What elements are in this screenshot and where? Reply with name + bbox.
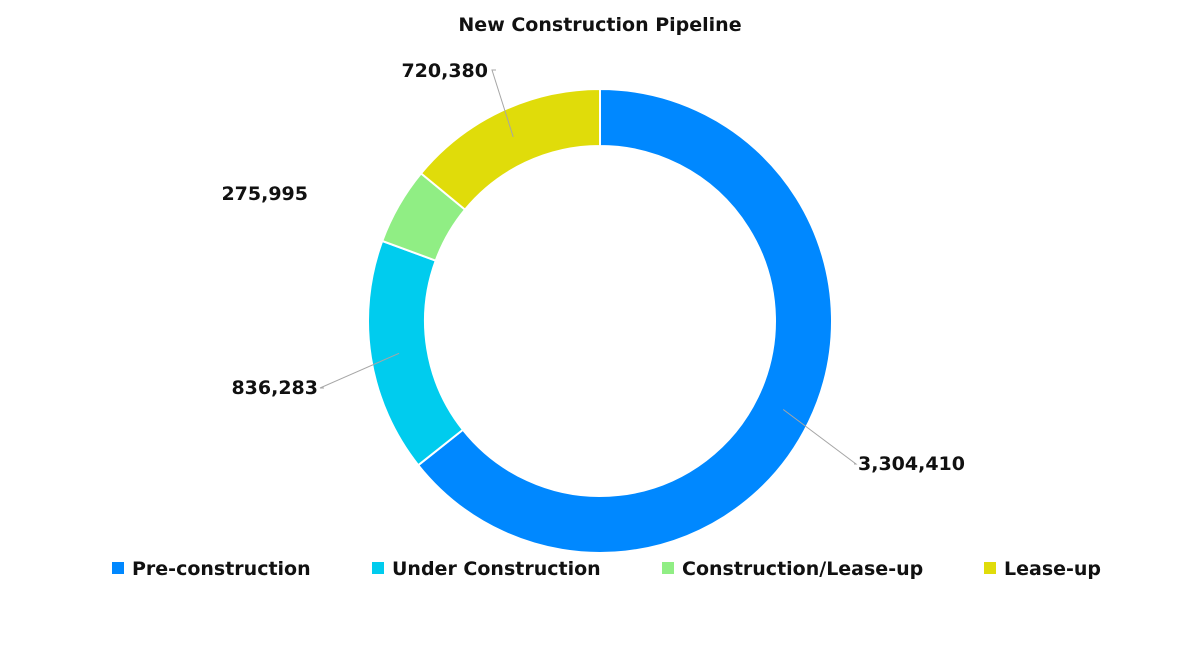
donut-slices bbox=[367, 87, 833, 554]
legend-swatch bbox=[372, 562, 384, 574]
data-labels: 3,304,410 836,283 275,995 720,380 bbox=[221, 60, 965, 475]
data-label: 275,995 bbox=[221, 183, 308, 205]
leader-line bbox=[782, 409, 858, 465]
data-label: 836,283 bbox=[231, 377, 318, 399]
legend-item: Under Construction bbox=[372, 558, 601, 580]
legend-label: Construction/Lease-up bbox=[682, 558, 923, 580]
chart-title: New Construction Pipeline bbox=[458, 14, 741, 36]
leader-line bbox=[319, 352, 400, 389]
legend: Pre-construction Under Construction Constr… bbox=[112, 558, 1101, 580]
legend-swatch bbox=[662, 562, 674, 574]
legend-swatch bbox=[984, 562, 996, 574]
legend-item: Construction/Lease-up bbox=[662, 558, 923, 580]
slice-lease-up bbox=[419, 87, 601, 212]
data-label: 3,304,410 bbox=[858, 453, 965, 475]
leader-line bbox=[491, 69, 514, 138]
slice-pre-construction bbox=[416, 87, 833, 554]
legend-item: Pre-construction bbox=[112, 558, 311, 580]
legend-item: Lease-up bbox=[984, 558, 1101, 580]
legend-swatch bbox=[112, 562, 124, 574]
legend-label: Under Construction bbox=[392, 558, 601, 580]
data-label: 720,380 bbox=[401, 60, 488, 82]
legend-label: Pre-construction bbox=[132, 558, 311, 580]
legend-label: Lease-up bbox=[1004, 558, 1101, 580]
slice-under-construction bbox=[367, 239, 465, 467]
leader-lines bbox=[319, 69, 858, 465]
